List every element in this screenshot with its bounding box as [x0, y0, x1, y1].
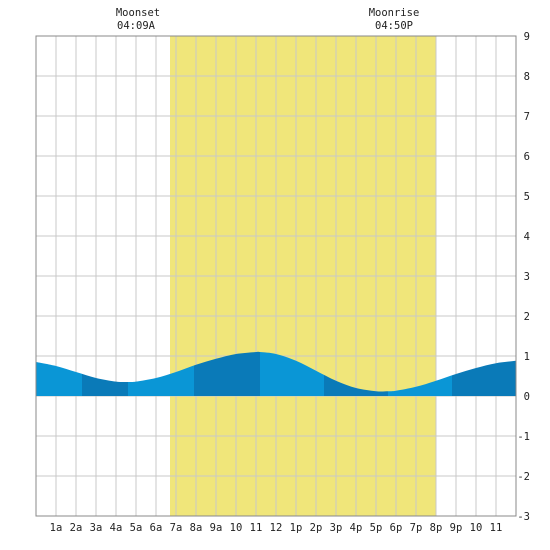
y-tick-label: 9 — [524, 31, 530, 43]
y-tick-label: 6 — [524, 151, 530, 163]
grid — [36, 36, 516, 516]
x-tick-label: 6p — [390, 522, 403, 534]
y-tick-label: -3 — [517, 511, 530, 523]
y-tick-label: 2 — [524, 311, 530, 323]
moonset-label: Moonset — [116, 7, 160, 19]
x-tick-label: 7a — [170, 522, 183, 534]
y-tick-label: -1 — [517, 431, 530, 443]
x-tick-label: 10 — [470, 522, 483, 534]
x-tick-label: 2p — [310, 522, 323, 534]
x-tick-label: 6a — [150, 522, 163, 534]
x-tick-label: 4p — [350, 522, 363, 534]
x-tick-label: 11 — [250, 522, 263, 534]
x-tick-label: 12 — [270, 522, 283, 534]
x-tick-label: 11 — [490, 522, 503, 534]
y-tick-labels: -3 -2 -1 0 1 2 3 4 5 6 7 8 9 — [517, 31, 530, 523]
x-tick-label: 9a — [210, 522, 223, 534]
x-tick-label: 1a — [50, 522, 63, 534]
y-tick-label: 8 — [524, 71, 530, 83]
y-tick-label: 3 — [524, 271, 530, 283]
x-tick-label: 5p — [370, 522, 383, 534]
x-tick-label: 8p — [430, 522, 443, 534]
x-tick-label: 7p — [410, 522, 423, 534]
plot-border — [35, 35, 517, 517]
moonrise-label: Moonrise — [369, 7, 420, 19]
y-tick-label: -2 — [517, 471, 530, 483]
x-tick-label: 4a — [110, 522, 123, 534]
moonrise-time: 04:50P — [375, 20, 413, 32]
x-tick-label: 9p — [450, 522, 463, 534]
y-tick-label: 7 — [524, 111, 530, 123]
x-tick-labels: 1a 2a 3a 4a 5a 6a 7a 8a 9a 10 11 12 1p 2p 3p 4p 5p 6p 7p 8p… — [50, 522, 503, 534]
x-tick-label: 10 — [230, 522, 243, 534]
x-tick-label: 3p — [330, 522, 343, 534]
moonset-time: 04:09A — [117, 20, 156, 32]
x-tick-label: 8a — [190, 522, 203, 534]
y-tick-label: 0 — [524, 391, 530, 403]
x-tick-label: 5a — [130, 522, 143, 534]
x-tick-label: 1p — [290, 522, 303, 534]
y-tick-label: 1 — [524, 351, 530, 363]
x-tick-label: 3a — [90, 522, 103, 534]
y-tick-label: 5 — [524, 191, 530, 203]
y-tick-label: 4 — [524, 231, 530, 243]
x-tick-label: 2a — [70, 522, 83, 534]
